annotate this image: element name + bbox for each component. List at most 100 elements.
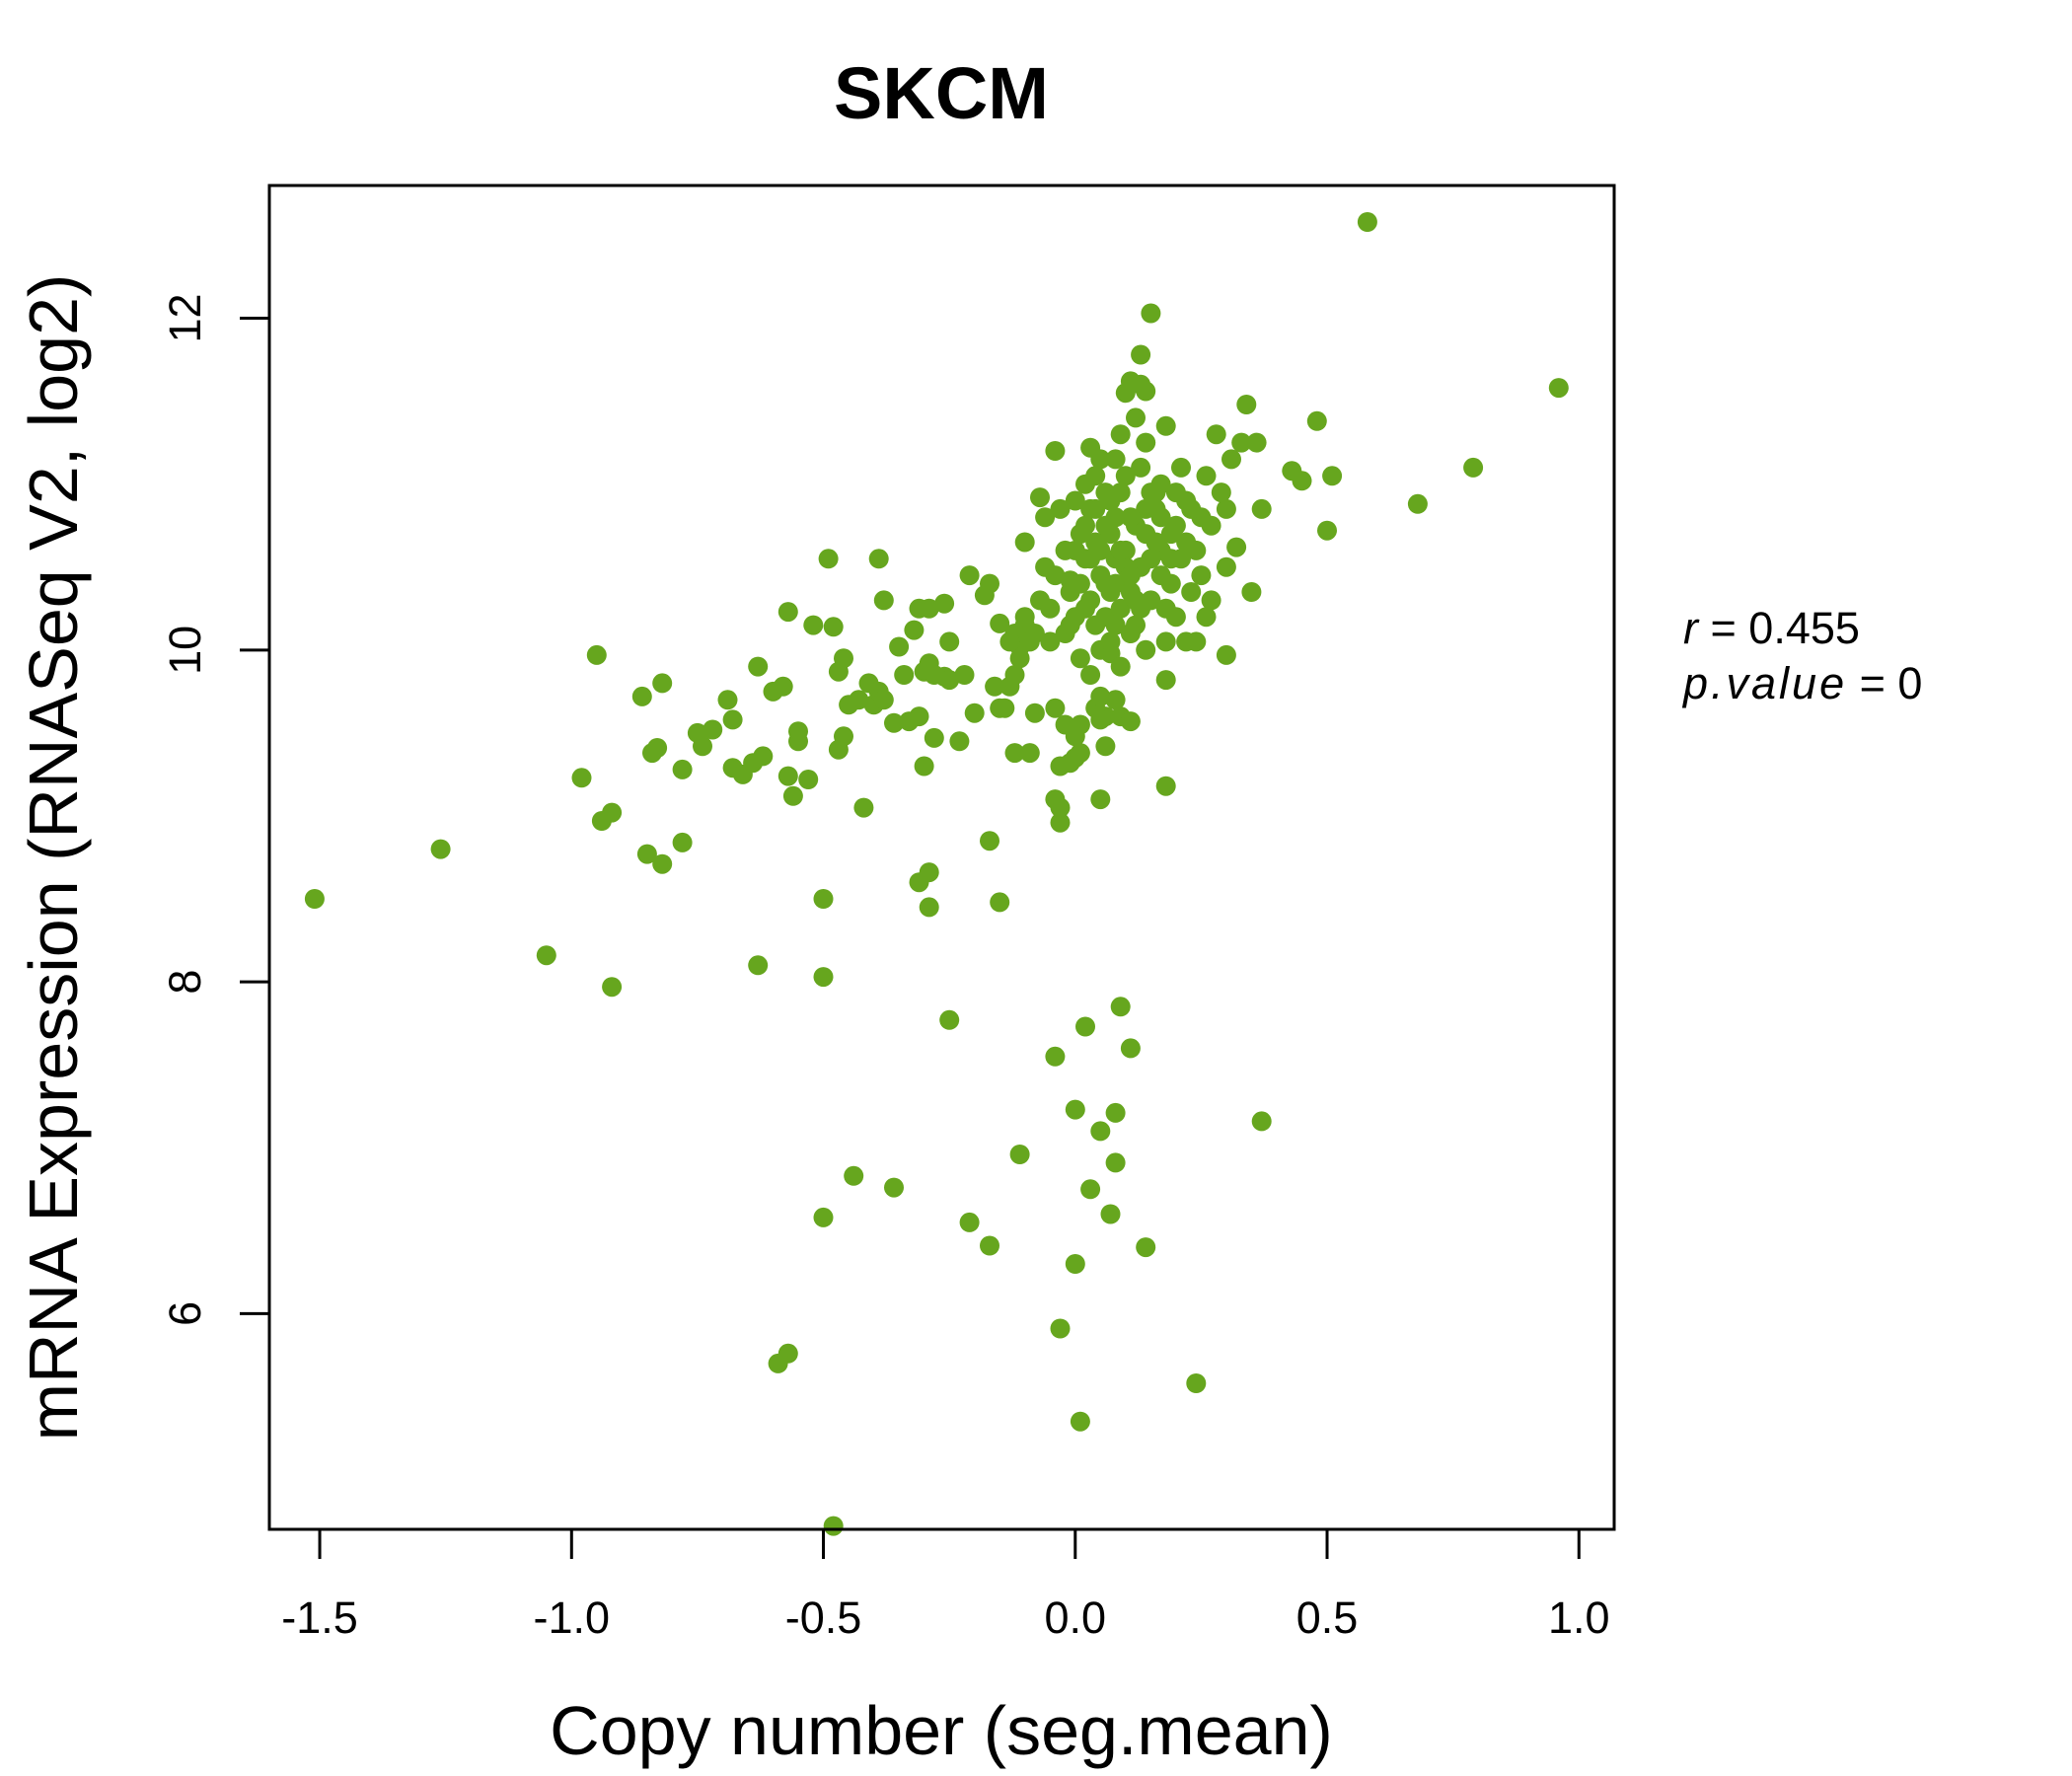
data-point bbox=[1155, 776, 1176, 796]
data-point bbox=[1045, 789, 1066, 810]
data-point bbox=[1014, 607, 1035, 628]
data-point bbox=[1105, 1102, 1126, 1123]
data-point bbox=[636, 844, 657, 864]
data-point bbox=[1105, 690, 1126, 710]
data-point bbox=[1030, 487, 1050, 508]
data-point bbox=[964, 703, 985, 723]
data-point bbox=[934, 593, 955, 614]
data-point bbox=[1014, 532, 1035, 553]
data-point bbox=[1095, 736, 1116, 757]
y-tick-label: 12 bbox=[160, 293, 210, 342]
data-point bbox=[1110, 424, 1131, 445]
data-point bbox=[1186, 1373, 1207, 1393]
data-point bbox=[980, 831, 999, 851]
data-point bbox=[672, 832, 693, 852]
data-point bbox=[990, 892, 1010, 913]
data-point bbox=[803, 615, 824, 635]
data-point bbox=[1231, 432, 1252, 453]
data-point bbox=[813, 889, 834, 909]
data-point bbox=[1110, 540, 1131, 560]
data-point bbox=[1105, 615, 1126, 635]
y-axis: 6 8 10 12 bbox=[160, 293, 271, 1326]
data-point bbox=[884, 1177, 904, 1198]
data-point bbox=[631, 686, 652, 706]
data-point bbox=[959, 565, 980, 586]
data-point bbox=[430, 839, 451, 859]
plot-frame bbox=[267, 184, 1616, 1531]
data-point bbox=[1171, 549, 1191, 569]
data-point bbox=[853, 797, 874, 818]
data-point bbox=[919, 897, 939, 918]
data-point bbox=[1216, 644, 1236, 665]
x-tick-label: -1.0 bbox=[534, 1592, 611, 1643]
data-point bbox=[1463, 457, 1484, 478]
data-point bbox=[1095, 515, 1116, 536]
data-point bbox=[647, 738, 668, 758]
data-point bbox=[1246, 432, 1267, 453]
data-point bbox=[1322, 466, 1343, 486]
data-point bbox=[1009, 1145, 1030, 1164]
data-point bbox=[919, 862, 939, 883]
data-point bbox=[1110, 997, 1131, 1017]
data-point bbox=[1226, 537, 1247, 557]
chart-title: SKCM bbox=[834, 52, 1049, 134]
data-point bbox=[1126, 407, 1146, 428]
data-point bbox=[1004, 665, 1025, 685]
data-point bbox=[1085, 498, 1106, 519]
data-point bbox=[777, 766, 798, 786]
data-point bbox=[949, 731, 970, 752]
y-tick-label: 8 bbox=[160, 970, 210, 995]
data-point bbox=[1120, 624, 1141, 643]
data-point bbox=[1548, 378, 1569, 399]
data-point bbox=[1221, 449, 1241, 470]
data-point bbox=[1120, 711, 1141, 732]
p-value: 0 bbox=[1897, 658, 1922, 708]
data-point bbox=[1115, 466, 1136, 486]
data-point bbox=[693, 736, 712, 757]
data-point bbox=[1196, 607, 1217, 628]
data-point bbox=[1050, 812, 1071, 833]
data-point bbox=[995, 698, 1015, 718]
data-point bbox=[1070, 524, 1090, 545]
data-point bbox=[924, 727, 944, 748]
data-point bbox=[1357, 212, 1377, 232]
data-point bbox=[1070, 743, 1090, 764]
data-point bbox=[1150, 507, 1171, 528]
data-point bbox=[919, 598, 939, 619]
data-point bbox=[717, 690, 738, 710]
data-point bbox=[1120, 565, 1141, 586]
data-point bbox=[304, 889, 325, 909]
data-point bbox=[1100, 631, 1121, 652]
data-point bbox=[1045, 698, 1066, 718]
data-point bbox=[813, 1207, 834, 1227]
data-point bbox=[1176, 631, 1197, 652]
data-point bbox=[939, 1009, 960, 1030]
data-point bbox=[1040, 631, 1061, 652]
data-point bbox=[1090, 449, 1111, 470]
data-point bbox=[954, 665, 975, 685]
data-point bbox=[823, 617, 844, 637]
data-point bbox=[980, 1235, 999, 1256]
data-point bbox=[1105, 1152, 1126, 1173]
data-point bbox=[1241, 582, 1262, 602]
x-axis: -1.5 -1.0 -0.5 0.0 0.5 1.0 bbox=[281, 1527, 1610, 1643]
data-point bbox=[1035, 507, 1056, 528]
data-point bbox=[884, 712, 904, 733]
data-point bbox=[1236, 395, 1257, 414]
data-point bbox=[703, 719, 723, 740]
data-point bbox=[1100, 490, 1121, 511]
data-point bbox=[1317, 520, 1337, 541]
data-point bbox=[773, 676, 793, 697]
data-point bbox=[834, 726, 853, 747]
data-point bbox=[1019, 631, 1040, 652]
r-stat: r = 0.455 bbox=[1683, 603, 1860, 653]
y-tick-label: 10 bbox=[160, 626, 210, 675]
data-point bbox=[844, 1165, 864, 1186]
x-tick-label: -0.5 bbox=[785, 1592, 862, 1643]
data-point bbox=[834, 648, 853, 669]
data-point bbox=[1171, 457, 1191, 478]
data-point bbox=[999, 631, 1020, 652]
data-point bbox=[788, 721, 808, 742]
data-point bbox=[672, 759, 693, 779]
data-point bbox=[602, 802, 623, 823]
